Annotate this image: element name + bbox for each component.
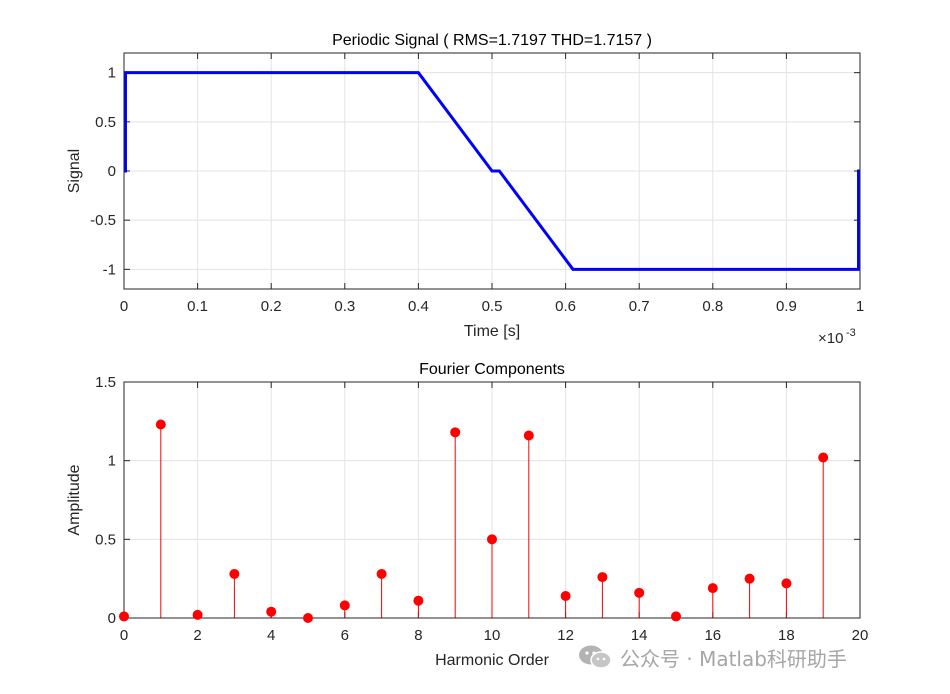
stem-marker (781, 578, 792, 589)
ax1-x-tick-label: 0.3 (334, 298, 355, 315)
stem-marker (487, 534, 497, 545)
ax2-x-tick-label: 4 (267, 627, 275, 644)
stem-marker (155, 419, 166, 430)
ax1-x-axis-label: Time [s] (464, 323, 520, 340)
ax2-x-tick-label: 2 (193, 627, 201, 644)
stem-marker (266, 606, 277, 617)
stem-marker (119, 611, 129, 622)
ax2-title: Fourier Components (419, 361, 565, 378)
watermark-text: 公众号 · Matlab科研助手 (620, 646, 847, 671)
ax1-x-tick-label: 1 (856, 298, 864, 315)
ax1-y-tick-label: 0 (108, 163, 116, 180)
ax2-x-tick-label: 6 (341, 627, 349, 644)
ax2-x-tick-label: 14 (631, 627, 648, 644)
ax2-x-tick-label: 12 (557, 627, 574, 644)
stem-marker (707, 583, 718, 594)
ax1-y-tick-label: 0.5 (95, 114, 116, 131)
ax2-y-tick-label: 1 (108, 453, 116, 470)
ax2-x-tick-label: 10 (484, 627, 501, 644)
ax1-y-tick-label: -1 (103, 261, 116, 278)
ax2-x-tick-label: 8 (414, 627, 422, 644)
stem-marker (229, 568, 240, 579)
ax2-x-axis-label: Harmonic Order (435, 652, 549, 669)
stem-marker (818, 452, 829, 463)
ax1-x-tick-label: 0.4 (408, 298, 429, 315)
ax1-x-tick-label: 0.7 (629, 298, 650, 315)
ax1-x-tick-label: 0.2 (261, 298, 282, 315)
stem-marker (413, 595, 424, 606)
ax2-y-axis-label: Amplitude (66, 464, 83, 535)
ax2-x-tick-label: 18 (778, 627, 795, 644)
stem-marker (192, 609, 203, 620)
ax1-x-tick-label: 0.6 (555, 298, 576, 315)
stem-marker (597, 572, 608, 583)
stem-marker (376, 568, 387, 579)
wechat-icon (579, 645, 612, 669)
watermark: 公众号 · Matlab科研助手 (578, 642, 847, 672)
ax2-x-tick-label: 16 (704, 627, 721, 644)
ax1-title: Periodic Signal ( RMS=1.7197 THD=1.7157 … (332, 32, 652, 49)
ax1-x-tick-label: 0.8 (702, 298, 723, 315)
x-exponent-value: -3 (846, 327, 856, 339)
stem-marker (634, 587, 645, 598)
ax2-x-tick-label: 20 (852, 627, 869, 644)
stem-marker (523, 430, 534, 441)
stem-marker (671, 611, 681, 622)
ax2-frame (123, 381, 861, 619)
ax1-x-tick-label: 0.9 (776, 298, 797, 315)
ax1-x-tick-label: 0.5 (482, 298, 503, 315)
stem-marker (450, 427, 461, 438)
ax2-y-tick-label: 0 (108, 610, 116, 627)
stem-marker (744, 573, 755, 584)
ax2-y-tick-label: 1.5 (95, 374, 116, 391)
ax1-x-tick-label: 0.1 (187, 298, 208, 315)
ax2-x-tick-label: 0 (120, 627, 128, 644)
ax1-frame (123, 52, 861, 290)
signal-line (123, 71, 861, 271)
ax1-y-tick-label: -0.5 (90, 212, 116, 229)
stem-marker (303, 613, 313, 623)
ax1-y-axis-label: Signal (66, 149, 83, 193)
ax1-y-tick-label: 1 (108, 65, 116, 82)
x-exponent-label: ×10 (818, 330, 843, 347)
ax2-y-tick-label: 0.5 (95, 531, 116, 548)
stem-marker (339, 600, 350, 611)
stem-marker (560, 590, 571, 601)
ax1-x-tick-label: 0 (120, 298, 128, 315)
